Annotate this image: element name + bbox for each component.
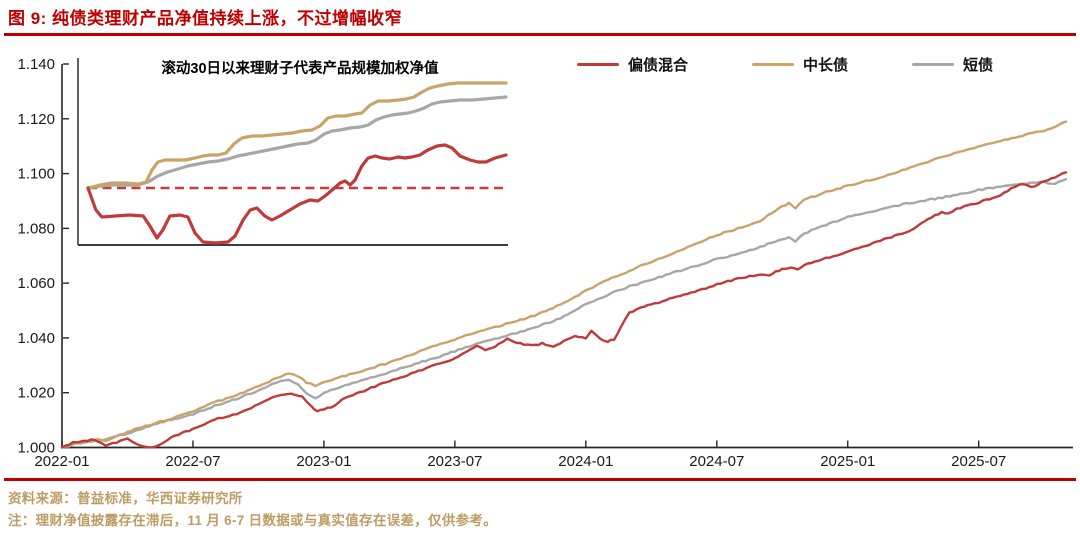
legend-item-pianzhai: 偏债混合: [577, 54, 688, 75]
y-axis-tick-label: 1.080: [17, 220, 55, 237]
legend-label: 偏债混合: [628, 57, 689, 74]
y-axis-tick-label: 1.100: [17, 166, 55, 183]
bottom-divider-rule: [4, 478, 1076, 481]
legend-item-zhongchangzhai: 中长债: [752, 54, 848, 75]
x-axis-tick-label: 2022-07: [165, 453, 220, 470]
series-line-0: [60, 171, 1068, 449]
y-axis-tick-label: 1.060: [17, 275, 55, 292]
x-axis-tick-label: 2023-01: [296, 453, 351, 470]
legend-line-gold-icon: [752, 63, 795, 66]
x-axis-tick-label: 2024-01: [558, 453, 613, 470]
y-axis-tick-label: 1.120: [17, 111, 55, 128]
y-axis-tick-label: 1.020: [17, 385, 55, 402]
y-axis-tick-label: 1.040: [17, 330, 55, 347]
chart-legend: 偏债混合 中长债 短债: [577, 54, 993, 75]
x-axis-tick-label: 2025-07: [951, 453, 1006, 470]
x-axis-tick-label: 2023-07: [427, 453, 482, 470]
series-line-2: [60, 178, 1068, 449]
legend-item-duanzhai: 短债: [912, 54, 993, 75]
top-divider-rule: [4, 33, 1076, 36]
inset-series-line-1: [86, 81, 508, 190]
legend-line-gray-icon: [912, 63, 955, 66]
source-text: 资料来源：普益标准，华西证券研究所: [8, 491, 243, 506]
inset-series-line-2: [86, 95, 508, 190]
note-text: 注：理财净值披露存在滞后，11 月 6-7 日数据或与真实值存在误差，仅供参考。: [8, 513, 498, 528]
inset-series-line-0: [86, 143, 508, 245]
legend-label: 短债: [963, 57, 994, 74]
x-axis-tick-label: 2022-01: [34, 453, 89, 470]
page-title: 图 9: 纯债类理财产品净值持续上涨，不过增幅收窄: [8, 9, 403, 28]
series-line-1: [60, 120, 1068, 449]
legend-line-red-icon: [577, 63, 619, 66]
y-axis-tick-label: 1.000: [17, 440, 55, 457]
x-axis-tick-label: 2024-07: [689, 453, 744, 470]
legend-label: 中长债: [803, 57, 849, 74]
inset-chart-title: 滚动30日以来理财子代表产品规模加权净值: [161, 61, 439, 77]
x-axis-tick-label: 2025-01: [820, 453, 875, 470]
y-axis-tick-label: 1.140: [17, 56, 55, 73]
